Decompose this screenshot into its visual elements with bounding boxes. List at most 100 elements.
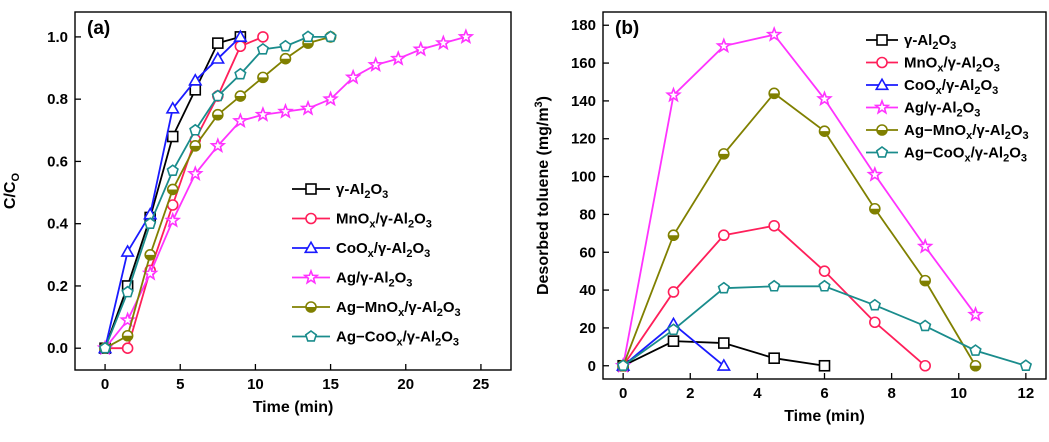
y-tick-label: 0.4 — [47, 216, 69, 233]
data-point — [186, 165, 204, 181]
legend-item: MnOx​/γ-Al2O3​ — [292, 211, 432, 231]
data-point — [967, 305, 984, 322]
data-point — [212, 108, 224, 121]
marker-fill — [145, 254, 156, 260]
legend-item: Ag−MnOx​/γ-Al2O3​ — [292, 299, 461, 319]
data-point — [166, 183, 179, 196]
x-tick-label: 0 — [619, 385, 627, 402]
legend-label: γ-Al2O3​ — [904, 32, 956, 52]
marker-fill — [122, 335, 133, 341]
data-point — [768, 352, 780, 364]
marker-fill — [303, 43, 314, 49]
legend-item: γ-Al2O3​ — [866, 32, 956, 52]
data-point — [768, 87, 780, 100]
data-point — [866, 165, 884, 182]
data-point — [876, 34, 888, 46]
data-point — [818, 279, 831, 292]
data-point — [279, 39, 292, 52]
data-point — [189, 84, 202, 96]
panel-a: 0 5 10 15 20 25 0.0 0.2 0.4 0.6 0.8 1.0 Time (min) C/… — [2, 11, 512, 416]
y-tick-label: 0.0 — [47, 340, 68, 357]
data-point — [121, 285, 134, 298]
data-point — [389, 49, 407, 66]
data-point — [718, 148, 730, 160]
marker-fill — [212, 114, 223, 120]
data-point — [718, 337, 730, 349]
data-point — [876, 56, 888, 69]
data-point — [667, 335, 680, 347]
data-point — [299, 99, 317, 116]
x-tick-label: 10 — [950, 385, 967, 402]
legend-label: Ag−MnOx​/γ-Al2O3​ — [336, 299, 461, 319]
data-point — [324, 30, 337, 43]
marker-fill — [306, 307, 316, 312]
y-tick-label: 40 — [579, 282, 596, 299]
series-1 — [617, 219, 931, 372]
data-point — [969, 344, 982, 356]
marker-fill — [877, 130, 887, 135]
series-line — [622, 92, 977, 367]
y-axis-title: Desorbed toluene (mg/m3) — [533, 96, 552, 295]
legend-item: CoOx​/γ-Al2O3​ — [292, 240, 430, 260]
data-point — [234, 67, 247, 80]
data-point — [189, 123, 202, 136]
legend-label: Ag/γ-Al2O3​ — [336, 270, 412, 290]
data-point — [164, 211, 182, 228]
legend-item: MnOx​/γ-Al2O3​ — [866, 55, 1000, 75]
data-point — [412, 40, 430, 57]
legend-label: Ag−CoOx​/γ-Al2O3​ — [336, 329, 459, 349]
data-point — [121, 342, 134, 355]
legend-label: Ag−MnOx​/γ-Al2O3​ — [904, 122, 1029, 142]
y-tick-label: 0.6 — [47, 153, 68, 170]
data-point — [165, 101, 180, 114]
series-line — [104, 36, 331, 349]
data-point — [121, 329, 134, 342]
data-point — [302, 268, 320, 285]
x-tick-label: 8 — [887, 385, 895, 402]
data-point — [868, 298, 882, 311]
y-tick-label: 0.2 — [47, 278, 68, 295]
data-point — [209, 137, 227, 153]
data-point — [969, 359, 982, 372]
series-line — [105, 36, 264, 350]
data-point — [98, 341, 112, 354]
data-point — [665, 86, 682, 103]
data-point — [189, 140, 202, 152]
data-point — [818, 125, 831, 137]
x-tick-label: 4 — [753, 385, 762, 402]
series-4 — [99, 31, 337, 355]
y-tick-label: 180 — [571, 17, 596, 34]
y-tick-label: 60 — [579, 244, 596, 261]
data-point — [166, 164, 179, 177]
data-point — [716, 358, 731, 371]
y-tick-label: 0.8 — [47, 91, 68, 108]
data-point — [367, 56, 385, 73]
x-tick-label: 25 — [473, 376, 490, 393]
legend-label: Ag−CoOx​/γ-Al2O3​ — [904, 145, 1027, 165]
legend-label: MnOx​/γ-Al2O3​ — [336, 211, 432, 231]
data-point — [212, 37, 224, 49]
x-tick-label: 10 — [247, 376, 264, 393]
data-point — [919, 274, 931, 287]
legend: γ-Al2O3​ MnOx​/γ-Al2O3​ CoOx​/γ-Al2O3​ Ag/γ… — [292, 181, 461, 349]
data-point — [875, 146, 889, 158]
panel-label: (a) — [87, 18, 110, 39]
data-point — [344, 68, 362, 85]
marker-fill — [235, 96, 246, 102]
marker-fill — [970, 365, 981, 371]
y-tick-label: 160 — [571, 55, 596, 72]
data-point — [232, 112, 249, 129]
data-point — [305, 212, 317, 225]
legend-label: MnOx​/γ-Al2O3​ — [904, 55, 1000, 75]
marker-fill — [718, 153, 729, 159]
data-point — [916, 237, 934, 254]
data-point — [257, 71, 269, 84]
data-point — [765, 25, 783, 42]
data-point — [211, 89, 225, 102]
data-point — [874, 77, 890, 91]
marker-fill — [167, 189, 178, 195]
data-point — [144, 249, 156, 261]
legend-item: Ag−CoOx​/γ-Al2O3​ — [866, 145, 1027, 165]
data-point — [210, 51, 225, 64]
